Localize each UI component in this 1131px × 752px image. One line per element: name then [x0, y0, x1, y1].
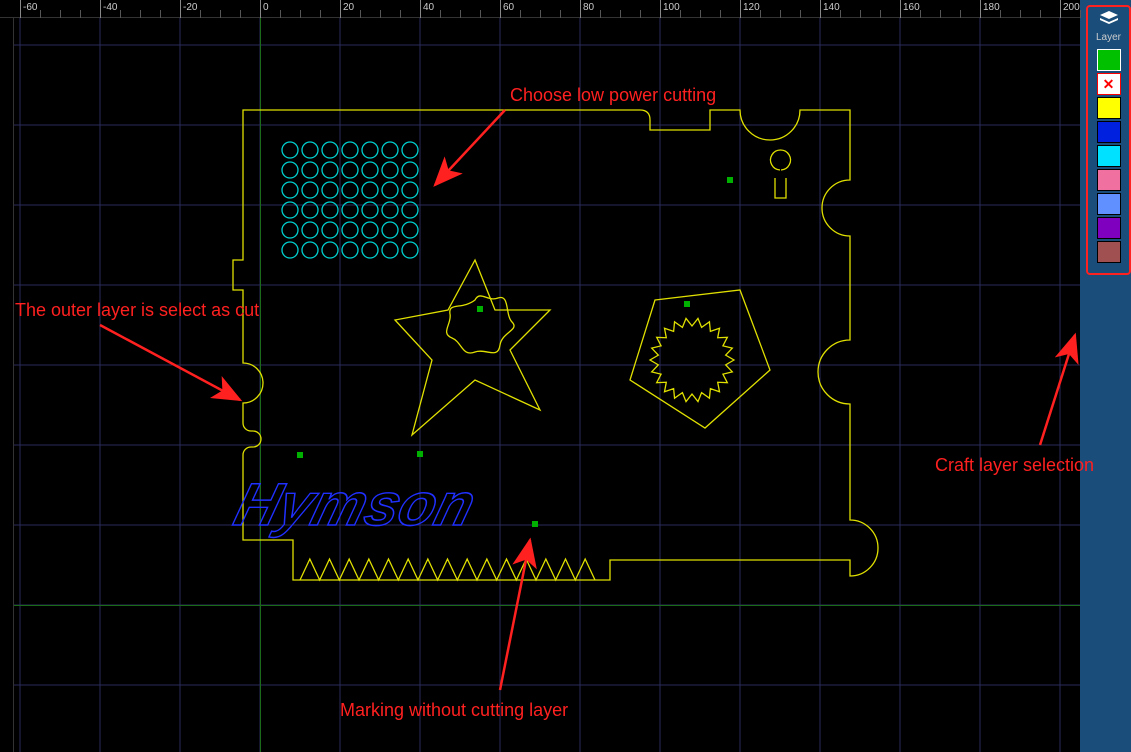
lowpower-circle	[282, 162, 298, 178]
lowpower-circle	[342, 242, 358, 258]
cad-viewport: -60-40-20020406080100120140160180200 Hym…	[0, 0, 1080, 752]
lowpower-circle	[302, 182, 318, 198]
layer-swatch-0[interactable]	[1097, 49, 1121, 71]
annotation-a2: The outer layer is select as cut	[15, 300, 259, 321]
node-point	[477, 306, 483, 312]
ruler-vertical	[0, 18, 14, 752]
layer-swatch-7[interactable]	[1097, 217, 1121, 239]
lowpower-circle	[402, 222, 418, 238]
lowpower-circle	[342, 162, 358, 178]
zigzag	[300, 559, 595, 580]
annotation-a4: Craft layer selection	[935, 455, 1094, 476]
lowpower-circle	[362, 242, 378, 258]
lowpower-circle	[282, 142, 298, 158]
lowpower-circle	[402, 182, 418, 198]
lowpower-circle	[342, 202, 358, 218]
annotation-a3: Marking without cutting layer	[340, 700, 568, 721]
star-inner	[447, 296, 514, 353]
lowpower-circle	[322, 142, 338, 158]
layer-swatch-2[interactable]	[1097, 97, 1121, 119]
lowpower-circle	[322, 222, 338, 238]
ruler-horizontal: -60-40-20020406080100120140160180200	[0, 0, 1080, 18]
lowpower-circle	[322, 202, 338, 218]
lowpower-circle	[362, 142, 378, 158]
layer-swatch-8[interactable]	[1097, 241, 1121, 263]
keyhole	[771, 150, 791, 198]
lowpower-circle	[362, 222, 378, 238]
lowpower-circle	[342, 142, 358, 158]
lowpower-circle	[382, 242, 398, 258]
layer-panel-title: Layer	[1096, 32, 1121, 43]
lowpower-circle	[322, 242, 338, 258]
annotation-a1: Choose low power cutting	[510, 85, 716, 106]
lowpower-circle	[402, 142, 418, 158]
lowpower-circle	[322, 182, 338, 198]
node-point	[297, 452, 303, 458]
node-point	[532, 521, 538, 527]
lowpower-circle	[362, 202, 378, 218]
lowpower-circle	[302, 142, 318, 158]
lowpower-circle	[282, 222, 298, 238]
lowpower-circle	[402, 162, 418, 178]
star-outer	[395, 260, 550, 435]
layers-icon	[1096, 11, 1121, 30]
node-point	[417, 451, 423, 457]
lowpower-circle	[282, 182, 298, 198]
lowpower-circle	[302, 202, 318, 218]
node-point	[684, 301, 690, 307]
lowpower-circle	[382, 182, 398, 198]
lowpower-circle	[282, 202, 298, 218]
layer-swatch-5[interactable]	[1097, 169, 1121, 191]
lowpower-circle	[302, 222, 318, 238]
lowpower-circle	[342, 222, 358, 238]
lowpower-circle	[382, 202, 398, 218]
lowpower-circle	[302, 162, 318, 178]
lowpower-circle	[382, 162, 398, 178]
layer-panel: Layer ✕	[1086, 5, 1131, 275]
lowpower-circle	[382, 142, 398, 158]
drawing-canvas[interactable]: Hymson	[14, 18, 1080, 752]
lowpower-circle	[382, 222, 398, 238]
marking-logo: Hymson	[228, 471, 483, 538]
lowpower-circle	[402, 202, 418, 218]
lowpower-circle	[322, 162, 338, 178]
layer-swatch-4[interactable]	[1097, 145, 1121, 167]
layer-swatch-1[interactable]: ✕	[1097, 73, 1121, 95]
layer-swatch-6[interactable]	[1097, 193, 1121, 215]
node-point	[727, 177, 733, 183]
lowpower-circle	[282, 242, 298, 258]
lowpower-circle	[402, 242, 418, 258]
drawing-layer: Hymson	[14, 18, 1080, 752]
gear	[650, 318, 734, 401]
lowpower-circle	[342, 182, 358, 198]
lowpower-circle	[362, 182, 378, 198]
lowpower-circle	[302, 242, 318, 258]
lowpower-circle	[362, 162, 378, 178]
layer-swatch-3[interactable]	[1097, 121, 1121, 143]
